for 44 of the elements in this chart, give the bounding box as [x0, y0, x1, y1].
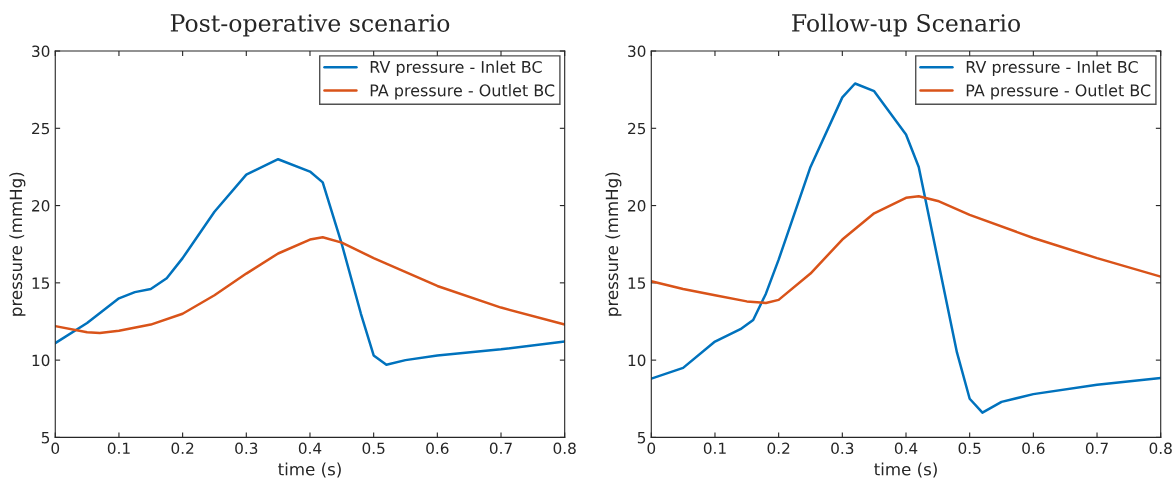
y-tick-label: 5 [637, 432, 646, 444]
x-tick-label: 0.8 [1149, 442, 1172, 455]
x-tick-label: 0.1 [703, 442, 726, 455]
y-tick-label: 15 [32, 277, 50, 289]
line-series [55, 236, 565, 335]
y-axis-title: pressure (mmHg) [9, 172, 26, 316]
x-tick-label: 0.2 [767, 442, 790, 455]
y-tick-label: 25 [628, 122, 646, 135]
x-tick-label: 0.4 [894, 442, 918, 455]
y-tick-label: 10 [628, 354, 646, 367]
y-tick-label: 20 [628, 200, 646, 212]
legend-label: RV pressure - Inlet BC [966, 60, 1138, 77]
line-series [651, 195, 1161, 305]
x-tick-label: 0.2 [171, 442, 194, 455]
y-tick-label: 10 [32, 354, 50, 367]
x-tick-label: 0 [647, 442, 656, 455]
x-tick-label: 0.5 [362, 442, 385, 455]
chart-title: Post-operative scenario [170, 14, 450, 37]
x-tick-label: 0.1 [107, 442, 130, 455]
y-tick-label: 25 [32, 122, 50, 135]
x-tick-label: 0.6 [1022, 442, 1045, 455]
legend-label: PA pressure - Outlet BC [966, 84, 1151, 100]
legend-label: RV pressure - Inlet BC [370, 60, 542, 77]
x-axis-title: time (s) [278, 462, 341, 478]
x-tick-label: 0.3 [235, 442, 258, 455]
x-tick-label: 0.3 [831, 442, 854, 455]
line-series [651, 82, 1161, 414]
x-tick-label: 0.8 [553, 442, 576, 455]
x-tick-label: 0.4 [298, 442, 322, 455]
legend-label: PA pressure - Outlet BC [370, 84, 555, 100]
y-axis-title: pressure (mmHg) [605, 172, 622, 316]
y-tick-label: 5 [41, 432, 50, 444]
x-tick-label: 0.7 [489, 442, 512, 455]
x-tick-label: 0.7 [1085, 442, 1108, 455]
line-series [55, 157, 565, 367]
y-tick-label: 20 [32, 200, 50, 212]
y-tick-label: 15 [628, 277, 646, 289]
x-tick-label: 0 [51, 442, 60, 455]
x-tick-label: 0.6 [426, 442, 449, 455]
y-tick-label: 30 [32, 45, 50, 58]
x-axis-title: time (s) [874, 462, 937, 478]
x-tick-label: 0.5 [958, 442, 981, 455]
y-tick-label: 30 [628, 45, 646, 58]
chart-title: Follow-up Scenario [792, 13, 1020, 37]
